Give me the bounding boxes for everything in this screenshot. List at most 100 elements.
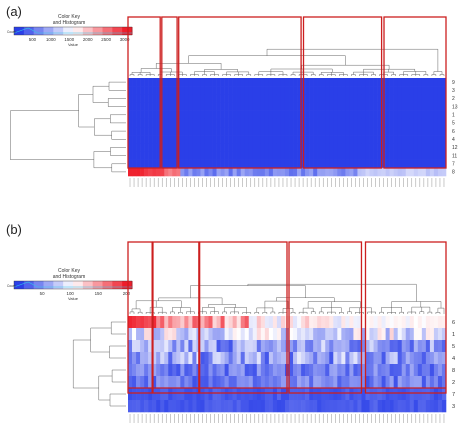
heatmap-cell <box>232 352 237 365</box>
heatmap-cell <box>264 340 270 353</box>
heatmap-cell <box>136 376 141 389</box>
heatmap-cell <box>297 86 302 95</box>
heatmap-cell <box>228 110 233 120</box>
heatmap-cell <box>268 110 274 120</box>
heatmap-cell <box>321 110 326 120</box>
heatmap-cell <box>228 400 233 413</box>
heatmap-cell <box>180 118 185 128</box>
heatmap-cell <box>240 328 246 341</box>
heatmap-cell <box>260 102 266 111</box>
heatmap-cell <box>413 94 419 103</box>
heatmap-cell <box>353 118 358 128</box>
heatmap-cell <box>260 328 266 341</box>
heatmap-cell <box>272 118 278 128</box>
heatmap-cell <box>305 94 310 103</box>
heatmap-cell <box>357 352 362 365</box>
heatmap-cell <box>184 118 189 128</box>
heatmap-cell <box>325 364 330 377</box>
heatmap-cell <box>224 127 229 136</box>
heatmap-cell <box>204 94 209 103</box>
heatmap-cell <box>128 376 133 389</box>
heatmap-cell <box>140 364 145 377</box>
row-label: 2 <box>452 380 455 386</box>
heatmap-cell <box>317 143 322 152</box>
heatmap-cell <box>341 78 346 87</box>
heatmap-cell <box>252 94 258 103</box>
heatmap-cell <box>220 400 225 413</box>
heatmap-cell <box>156 352 161 365</box>
heatmap-cell <box>220 127 225 136</box>
heatmap-cell <box>361 376 366 389</box>
heatmap-cell <box>208 135 213 144</box>
heatmap-cell <box>128 127 133 136</box>
heatmap-cell <box>337 143 342 152</box>
heatmap-cell <box>397 94 403 103</box>
heatmap-cell <box>409 328 415 341</box>
heatmap-cell <box>393 78 398 87</box>
heatmap-cell <box>168 127 173 136</box>
color-key-tick: 3000 <box>120 37 130 42</box>
heatmap-cell <box>317 102 322 111</box>
heatmap-cell <box>437 94 443 103</box>
heatmap-cell <box>160 352 165 365</box>
heatmap-cell <box>369 328 374 341</box>
heatmap-cell <box>200 78 205 87</box>
heatmap-cell <box>313 151 318 160</box>
heatmap-cell <box>148 364 153 377</box>
heatmap-cell <box>329 364 334 377</box>
heatmap-cell <box>377 151 382 160</box>
heatmap-cell <box>192 316 197 329</box>
heatmap-cell <box>417 352 423 365</box>
heatmap-cell <box>437 86 443 95</box>
heatmap-cell <box>413 167 419 177</box>
heatmap-cell <box>268 364 274 377</box>
heatmap-cell <box>204 376 209 389</box>
heatmap-cell <box>421 400 427 413</box>
color-key-subtitle: and Histogram <box>53 20 86 26</box>
heatmap-cell <box>232 86 237 95</box>
heatmap-cell <box>325 159 330 169</box>
heatmap-cell <box>188 400 193 413</box>
heatmap-cell <box>365 376 370 389</box>
heatmap-cell <box>413 328 419 341</box>
heatmap-cell <box>208 400 213 413</box>
heatmap-cell <box>357 376 362 389</box>
heatmap-cell <box>184 376 189 389</box>
heatmap-cell <box>276 364 282 377</box>
heatmap-cell <box>429 135 435 144</box>
heatmap-cell <box>401 143 407 152</box>
heatmap-cell <box>164 167 169 177</box>
heatmap-cell <box>437 127 443 136</box>
heatmap-cell <box>164 86 169 95</box>
heatmap-cell <box>361 364 366 377</box>
heatmap-cell <box>204 110 209 120</box>
heatmap-cell <box>401 159 407 169</box>
heatmap-cell <box>144 167 149 177</box>
heatmap-cell <box>341 400 346 413</box>
heatmap-cell <box>140 86 145 95</box>
heatmap-cell <box>309 102 314 111</box>
heatmap-cell <box>389 376 394 389</box>
heatmap-cell <box>180 86 185 95</box>
heatmap-cell <box>385 78 390 87</box>
heatmap-cell <box>421 118 427 128</box>
heatmap-cell <box>337 151 342 160</box>
heatmap-cell <box>244 364 250 377</box>
heatmap-cell <box>196 159 201 169</box>
heatmap-cell <box>409 388 415 401</box>
heatmap-cell <box>212 376 217 389</box>
row-label: 5 <box>452 121 455 127</box>
heatmap-cell <box>144 364 149 377</box>
heatmap-cell <box>188 159 193 169</box>
heatmap-cell <box>212 78 217 87</box>
heatmap-cell <box>224 143 229 152</box>
heatmap-cell <box>284 135 290 144</box>
heatmap-cell <box>284 94 290 103</box>
heatmap-cell <box>333 376 338 389</box>
heatmap-cell <box>421 340 427 353</box>
heatmap-cell <box>337 94 342 103</box>
heatmap-cell <box>341 316 346 329</box>
heatmap-cell <box>144 118 149 128</box>
heatmap-cell <box>289 364 294 377</box>
